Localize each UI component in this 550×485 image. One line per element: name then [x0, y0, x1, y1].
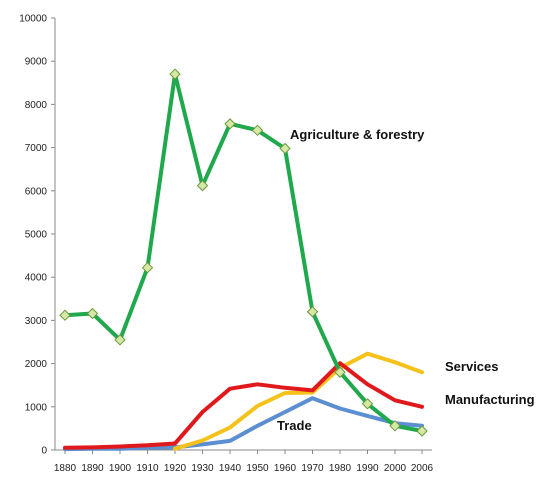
data-point-agriculture-forestry [279, 142, 291, 155]
series-labels: Agriculture & forestry Services Manufactur… [277, 127, 535, 433]
series-line-agriculture-forestry [63, 72, 424, 433]
y-tick-label: 3000 [25, 316, 48, 327]
data-point-agriculture-forestry [141, 261, 154, 274]
series-line-manufacturing [63, 361, 424, 450]
data-point-agriculture-forestry [416, 425, 428, 437]
data-point-agriculture-forestry [361, 398, 374, 410]
series-lines [59, 68, 428, 452]
y-tick-label: 5000 [25, 230, 48, 241]
y-tick-label: 0 [41, 446, 47, 457]
y-tick-label: 6000 [25, 186, 48, 197]
y-tick-label: 2000 [25, 359, 48, 370]
x-tick-label: 1940 [219, 463, 242, 474]
y-tick-label: 7000 [25, 143, 48, 154]
data-point-agriculture-forestry [86, 307, 99, 320]
series-label-services: Services [445, 359, 499, 374]
y-tick-label: 4000 [25, 273, 48, 284]
x-tick-label: 2006 [411, 463, 434, 474]
x-tick-label: 1900 [109, 463, 132, 474]
data-point-agriculture-forestry [389, 420, 401, 432]
y-tick-label: 8000 [25, 100, 48, 111]
data-point-agriculture-forestry [114, 334, 126, 346]
data-point-agriculture-forestry [251, 124, 264, 137]
x-tick-label: 1890 [81, 463, 104, 474]
x-tick-label: 1920 [164, 463, 187, 474]
data-point-agriculture-forestry [224, 118, 236, 130]
x-tick-label: 1930 [191, 463, 214, 474]
series-line-services [173, 351, 424, 451]
series-label-trade: Trade [277, 418, 312, 433]
data-point-agriculture-forestry [59, 309, 71, 321]
data-point-agriculture-forestry [169, 68, 181, 80]
series-label-agriculture-forestry: Agriculture & forestry [290, 127, 425, 142]
x-tick-label: 1990 [356, 463, 379, 474]
x-tick-label: 1950 [246, 463, 269, 474]
series-label-manufacturing: Manufacturing [445, 392, 535, 407]
data-point-agriculture-forestry [334, 366, 346, 378]
x-tick-label: 1880 [54, 463, 77, 474]
y-tick-labels: 0 1000 2000 3000 4000 5000 6000 7000 8000 9000 100… [19, 14, 55, 457]
y-tick-label: 1000 [25, 402, 48, 413]
x-tick-label: 1980 [329, 463, 352, 474]
y-tick-label: 10000 [19, 14, 47, 25]
x-tick-label: 1970 [301, 463, 324, 474]
x-tick-label: 1910 [136, 463, 159, 474]
x-tick-label: 2000 [384, 463, 407, 474]
x-tick-label: 1960 [274, 463, 297, 474]
x-tick-labels: 1880 1890 1900 1910 1920 1930 1940 1950 1960 1970… [54, 450, 434, 474]
series-line-trade [63, 396, 424, 452]
data-point-agriculture-forestry [196, 179, 209, 192]
y-tick-label: 9000 [25, 57, 48, 68]
data-point-agriculture-forestry [306, 306, 319, 318]
